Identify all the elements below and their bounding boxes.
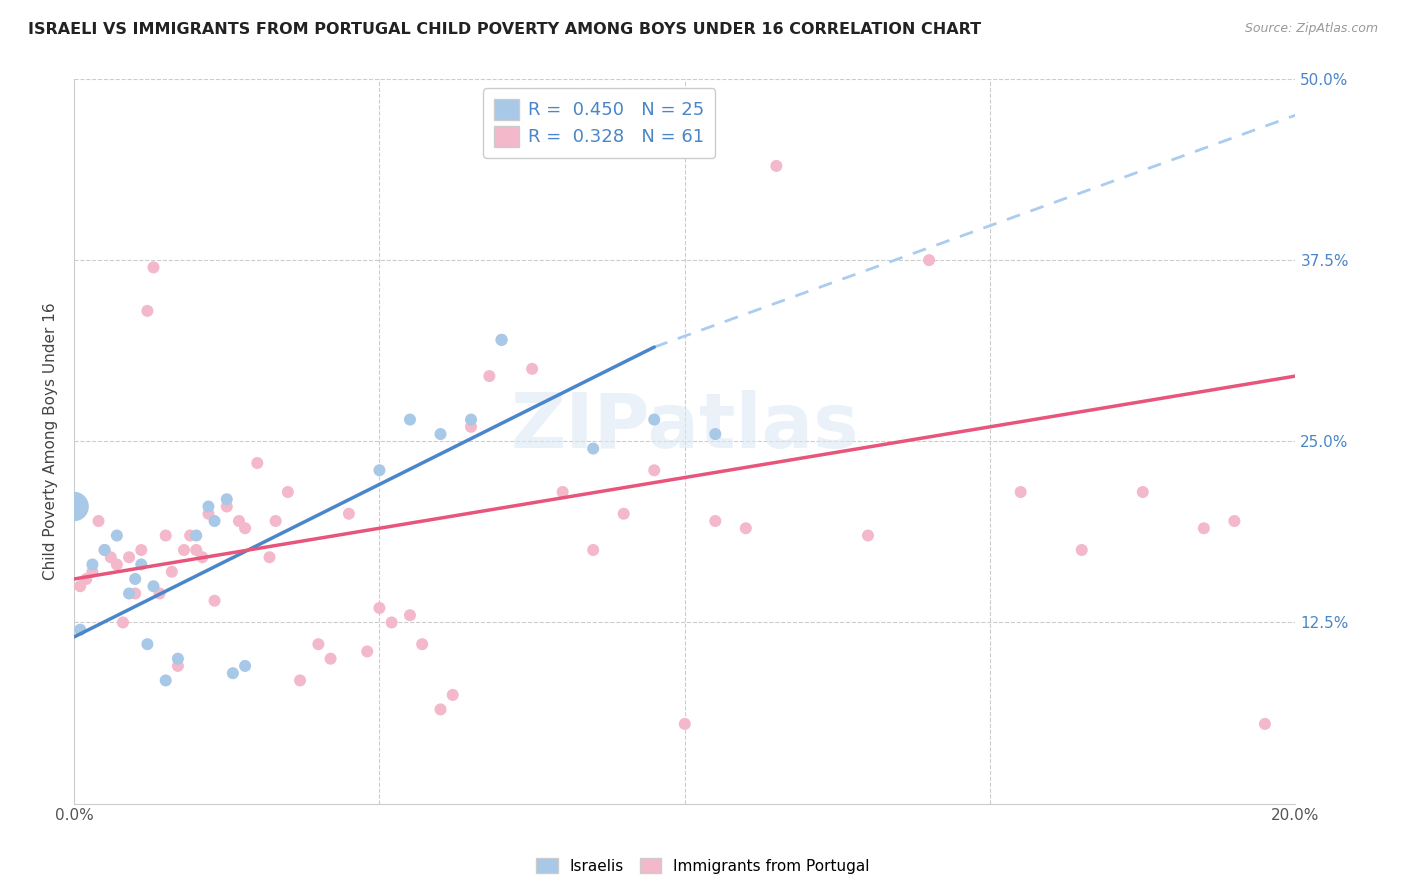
Point [704,427,727,442]
Point [277,485,299,500]
Point [856,528,879,542]
Point [149,586,172,600]
Point [643,463,665,477]
Point [734,521,756,535]
Point [381,615,404,630]
Point [82,558,104,572]
Point [765,159,787,173]
Point [246,456,269,470]
Point [368,601,391,615]
Point [1223,514,1246,528]
Point [129,543,152,558]
Point [222,666,245,681]
Point [87,514,110,528]
Point [118,550,141,565]
Point [613,507,636,521]
Point [142,579,165,593]
Point [63,500,86,514]
Point [337,507,360,521]
Text: ZIPatlas: ZIPatlas [510,390,859,464]
Point [704,514,727,528]
Point [124,586,146,600]
Point [105,558,128,572]
Point [93,543,115,558]
Point [136,304,159,318]
Point [1010,485,1032,500]
Point [69,579,91,593]
Point [167,659,190,673]
Point [93,543,115,558]
Point [307,637,329,651]
Point [399,608,422,623]
Point [520,361,543,376]
Point [673,717,696,731]
Point [155,673,177,688]
Point [233,521,256,535]
Point [411,637,433,651]
Point [228,514,250,528]
Point [215,492,238,507]
Point [100,550,122,565]
Point [167,651,190,665]
Point [399,412,422,426]
Text: Source: ZipAtlas.com: Source: ZipAtlas.com [1244,22,1378,36]
Point [460,419,482,434]
Point [288,673,311,688]
Point [491,333,513,347]
Point [160,565,183,579]
Point [179,528,201,542]
Point [491,333,513,347]
Point [124,572,146,586]
Point [1070,543,1092,558]
Point [82,565,104,579]
Legend: R =  0.450   N = 25, R =  0.328   N = 61: R = 0.450 N = 25, R = 0.328 N = 61 [484,88,716,158]
Point [118,586,141,600]
Point [155,528,177,542]
Point [136,637,159,651]
Point [1192,521,1215,535]
Point [233,659,256,673]
Point [429,702,451,716]
Point [105,528,128,542]
Point [129,558,152,572]
Point [186,528,208,542]
Point [173,543,195,558]
Point [356,644,378,658]
Point [111,615,134,630]
Point [191,550,214,565]
Point [319,651,342,665]
Point [460,412,482,426]
Point [215,500,238,514]
Point [204,514,226,528]
Legend: Israelis, Immigrants from Portugal: Israelis, Immigrants from Portugal [530,852,876,880]
Point [204,593,226,607]
Point [264,514,287,528]
Point [75,572,97,586]
Point [186,543,208,558]
Point [643,412,665,426]
Point [197,500,219,514]
Point [551,485,574,500]
Text: ISRAELI VS IMMIGRANTS FROM PORTUGAL CHILD POVERTY AMONG BOYS UNDER 16 CORRELATIO: ISRAELI VS IMMIGRANTS FROM PORTUGAL CHIL… [28,22,981,37]
Point [918,253,941,268]
Point [197,507,219,521]
Point [69,623,91,637]
Point [478,369,501,384]
Point [142,260,165,275]
Point [582,442,605,456]
Point [582,543,605,558]
Point [1132,485,1154,500]
Point [259,550,281,565]
Y-axis label: Child Poverty Among Boys Under 16: Child Poverty Among Boys Under 16 [44,302,58,580]
Point [441,688,464,702]
Point [368,463,391,477]
Point [1254,717,1277,731]
Point [429,427,451,442]
